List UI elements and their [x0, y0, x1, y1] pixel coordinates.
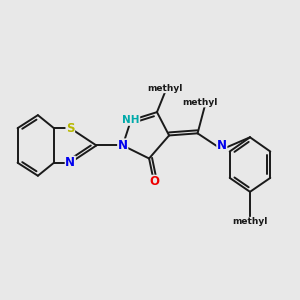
Text: methyl: methyl: [148, 84, 183, 93]
Text: N: N: [217, 139, 227, 152]
Text: methyl: methyl: [232, 217, 268, 226]
Text: NH: NH: [122, 115, 140, 125]
Text: N: N: [118, 139, 128, 152]
Text: O: O: [149, 175, 159, 188]
Text: N: N: [65, 156, 75, 169]
Text: methyl: methyl: [182, 98, 218, 107]
Text: S: S: [66, 122, 75, 135]
